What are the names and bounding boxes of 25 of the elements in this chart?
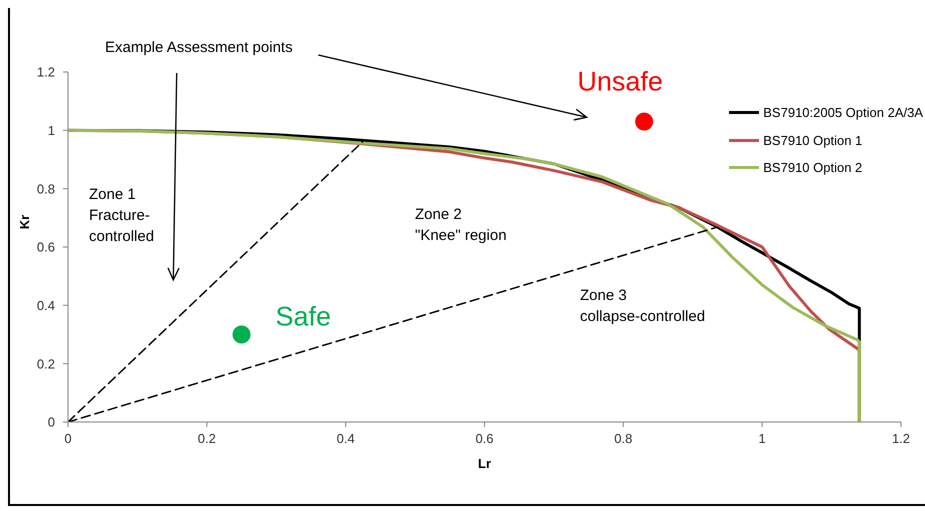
series-label: Unsafe <box>577 66 663 97</box>
y-tick-label: 1 <box>48 122 55 138</box>
x-axis-title: Lr <box>478 456 491 471</box>
legend-label: BS7910 Option 1 <box>763 132 862 148</box>
y-tick-label: 0.8 <box>36 181 55 196</box>
y-tick-label: 1.2 <box>36 64 55 80</box>
x-tick-label: 0.6 <box>475 431 494 446</box>
legend-label: BS7910:2005 Option 2A/3A <box>763 105 923 120</box>
x-tick-label: 0.8 <box>614 431 632 446</box>
x-tick-label: 1 <box>758 431 766 446</box>
text: Example Assessment points <box>105 39 293 56</box>
y-axis-title: Kr <box>17 214 32 230</box>
series-label: Safe <box>276 302 332 332</box>
legend-label: BS7910 Option 2 <box>763 160 862 176</box>
y-tick-label: 0.2 <box>36 356 55 372</box>
annotation: Zone 1 Fracture- controlled <box>89 186 154 245</box>
y-tick-label: 0.4 <box>36 298 55 313</box>
x-tick-label: 1.2 <box>892 431 910 446</box>
annotation: Zone 3 collapse-controlled <box>580 287 706 325</box>
y-tick-label: 0.6 <box>36 240 55 255</box>
x-tick-label: 0.4 <box>336 431 355 446</box>
x-tick-label: 0.2 <box>198 431 216 446</box>
annotation: Zone 2 "Knee" region <box>415 206 507 244</box>
y-tick-label: 0 <box>48 414 55 430</box>
x-tick-label: 0 <box>64 431 72 446</box>
